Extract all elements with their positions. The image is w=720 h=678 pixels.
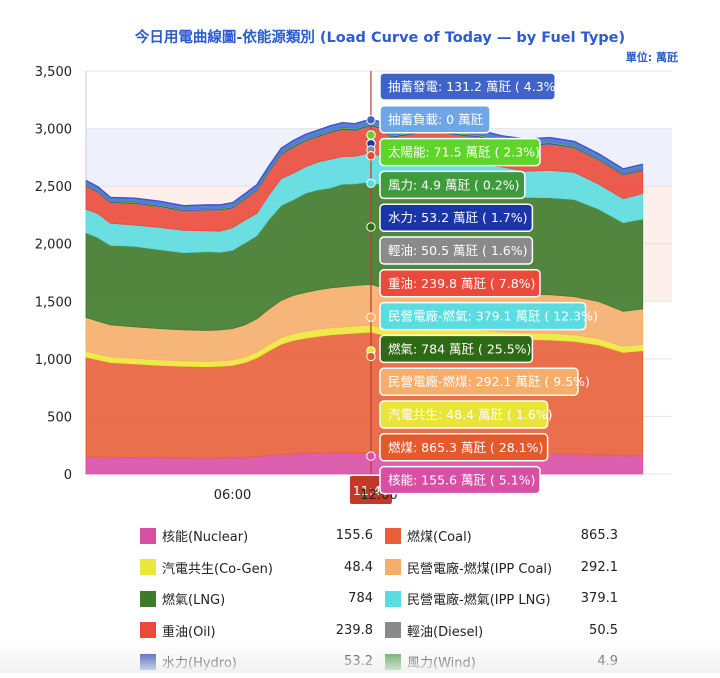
- tooltip-marker: [366, 115, 376, 125]
- legend-item[interactable]: 汽電共生(Co-Gen) 48.4: [140, 558, 385, 577]
- legend-item[interactable]: 核能(Nuclear) 155.6: [140, 526, 385, 545]
- legend-swatch: [385, 653, 401, 670]
- tooltip-box: [379, 400, 549, 429]
- legend-row: 汽電共生(Co-Gen) 48.4 民營電廠-燃煤(IPP Coal) 292.1: [140, 552, 630, 584]
- tooltip-text: 輕油: 50.5 萬瓩 ( 1.6%): [388, 243, 527, 258]
- legend-value: 784: [348, 591, 373, 607]
- legend-item[interactable]: 燃氣(LNG) 784: [140, 589, 385, 608]
- legend-item[interactable]: 重油(Oil) 239.8: [140, 621, 385, 640]
- total-load-line: [85, 118, 643, 207]
- tooltip-text: 民營電廠-燃氣: 379.1 萬瓩 ( 12.3%): [388, 309, 598, 324]
- y-tick-label: 1,000: [35, 353, 72, 368]
- legend-swatch: [140, 622, 156, 639]
- x-tick-label: 06:00: [214, 488, 251, 503]
- y-tick-label: 3,500: [35, 65, 72, 80]
- legend-name: 燃氣(LNG): [162, 593, 226, 609]
- tooltip-text: 抽蓄負載: 0 萬瓩: [388, 112, 484, 127]
- legend-row: 燃氣(LNG) 784 民營電廠-燃氣(IPP LNG) 379.1: [140, 583, 630, 615]
- legend-name: 風力(Wind): [407, 656, 476, 672]
- tooltip-marker: [366, 178, 376, 189]
- tooltip-marker: [366, 130, 376, 140]
- legend-name: 重油(Oil): [162, 624, 216, 640]
- legend-table: 核能(Nuclear) 155.6 燃煤(Coal) 865.3 汽電共生(Co-Gen…: [140, 520, 630, 678]
- tooltip-marker: [366, 351, 376, 362]
- legend-name: 核能(Nuclear): [162, 530, 249, 546]
- legend-swatch: [140, 527, 156, 544]
- tooltip-box: [379, 433, 549, 462]
- tooltip-box: [379, 465, 541, 495]
- tooltip-text: 汽電共生: 48.4 萬瓩 ( 1.6%): [388, 407, 552, 422]
- tooltip-text: 燃煤: 865.3 萬瓩 ( 28.1%): [388, 440, 543, 455]
- tooltip-box: [379, 203, 534, 232]
- y-tick-label: 2,500: [35, 180, 72, 195]
- tooltip-text: 太陽能: 71.5 萬瓩 ( 2.3%): [388, 145, 540, 160]
- legend-name: 民營電廠-燃煤(IPP Coal): [407, 561, 553, 577]
- tooltip-box: [379, 72, 556, 101]
- tooltip-marker: [366, 312, 376, 322]
- tooltip-box: [379, 334, 534, 364]
- legend-value: 50.5: [589, 622, 618, 638]
- tooltip-box: [379, 105, 491, 134]
- legend-name: 燃煤(Coal): [407, 530, 472, 546]
- legend-item[interactable]: 燃煤(Coal) 865.3: [385, 526, 630, 545]
- tooltip-box: [379, 236, 534, 265]
- legend-item[interactable]: 輕油(Diesel) 50.5: [385, 621, 630, 640]
- y-tick-label: 0: [64, 468, 72, 483]
- tooltip-box: [379, 367, 579, 396]
- tooltip-box: [379, 170, 526, 200]
- legend-swatch: [385, 527, 401, 544]
- legend-value: 865.3: [580, 528, 618, 544]
- tooltip-text: 重油: 239.8 萬瓩 ( 7.8%): [388, 276, 535, 291]
- legend-name: 汽電共生(Co-Gen): [162, 561, 273, 577]
- tooltip-marker: [366, 151, 376, 161]
- tooltip-box: [379, 137, 541, 167]
- tooltip-box: [379, 301, 587, 331]
- legend-value: 379.1: [580, 591, 618, 607]
- legend-swatch: [140, 653, 156, 670]
- legend-value: 48.4: [344, 559, 373, 575]
- tooltip-text: 核能: 155.6 萬瓩 ( 5.1%): [388, 473, 535, 488]
- y-tick-label: 1,500: [35, 295, 72, 310]
- legend-row: 重油(Oil) 239.8 輕油(Diesel) 50.5: [140, 615, 630, 647]
- legend-value: 239.8: [335, 622, 373, 638]
- legend-swatch: [140, 590, 156, 607]
- legend-swatch: [140, 559, 156, 576]
- tooltip-marker: [366, 222, 376, 232]
- legend-name: 輕油(Diesel): [407, 624, 484, 640]
- legend-name: 水力(Hydro): [162, 656, 237, 672]
- chart-title: 今日用電曲線圖-依能源類別 (Load Curve of Today — by …: [134, 30, 626, 46]
- tooltip-text: 燃氣: 784 萬瓩 ( 25.5%): [388, 341, 531, 356]
- tooltip-text: 民營電廠-燃煤: 292.1 萬瓩 ( 9.5%): [388, 374, 590, 389]
- legend-swatch: [385, 590, 401, 607]
- legend-value: 292.1: [580, 559, 618, 575]
- legend-name: 民營電廠-燃氣(IPP LNG): [407, 593, 551, 609]
- unit-label: 單位: 萬瓩: [625, 51, 678, 64]
- legend-item[interactable]: 民營電廠-燃煤(IPP Coal) 292.1: [385, 558, 630, 577]
- y-tick-label: 2,000: [35, 238, 72, 253]
- tooltip-text: 風力: 4.9 萬瓩 ( 0.2%): [388, 177, 520, 192]
- legend-item[interactable]: 水力(Hydro) 53.2: [140, 652, 385, 671]
- tooltip-marker: [366, 451, 376, 461]
- tooltip-box: [379, 269, 541, 298]
- legend-value: 53.2: [344, 654, 373, 670]
- y-tick-label: 3,000: [35, 123, 72, 138]
- legend-row: 核能(Nuclear) 155.6 燃煤(Coal) 865.3: [140, 520, 630, 552]
- legend-value: 4.9: [597, 654, 618, 670]
- legend-item[interactable]: 民營電廠-燃氣(IPP LNG) 379.1: [385, 589, 630, 608]
- y-tick-label: 500: [47, 410, 72, 425]
- legend-value: 155.6: [335, 528, 373, 544]
- legend-swatch: [385, 622, 401, 639]
- legend-swatch: [385, 559, 401, 576]
- tooltip-text: 抽蓄發電: 131.2 萬瓩 ( 4.3%): [388, 79, 560, 94]
- load-curve-chart[interactable]: 11:40 05001,0001,5002,0002,5003,0003,500…: [0, 0, 720, 510]
- legend-item[interactable]: 風力(Wind) 4.9: [385, 652, 630, 671]
- tooltip-text: 水力: 53.2 萬瓩 ( 1.7%): [388, 210, 527, 225]
